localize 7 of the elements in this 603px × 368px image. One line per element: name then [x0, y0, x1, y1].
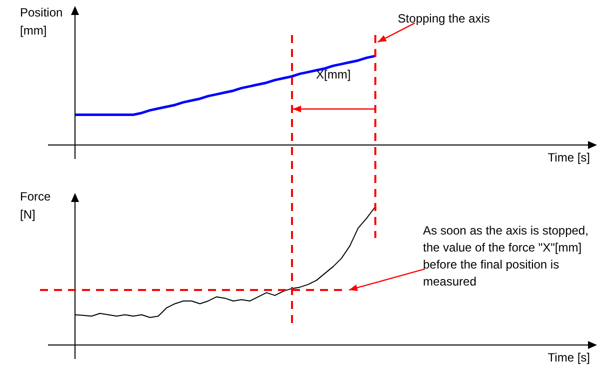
x-axis-title: Time [s]: [548, 350, 590, 364]
x-axis-title: Time [s]: [548, 150, 590, 164]
y-axis-title: Force [N]: [20, 189, 51, 222]
ref-line-label: As soon as the axis is stopped, the value of the force "X"[mm] before the final position is measured: [423, 223, 588, 288]
text: Stopping the axis: [398, 11, 490, 26]
annotation: X[mm]: [316, 67, 351, 82]
y-axis-title: Position [mm]: [20, 5, 63, 38]
